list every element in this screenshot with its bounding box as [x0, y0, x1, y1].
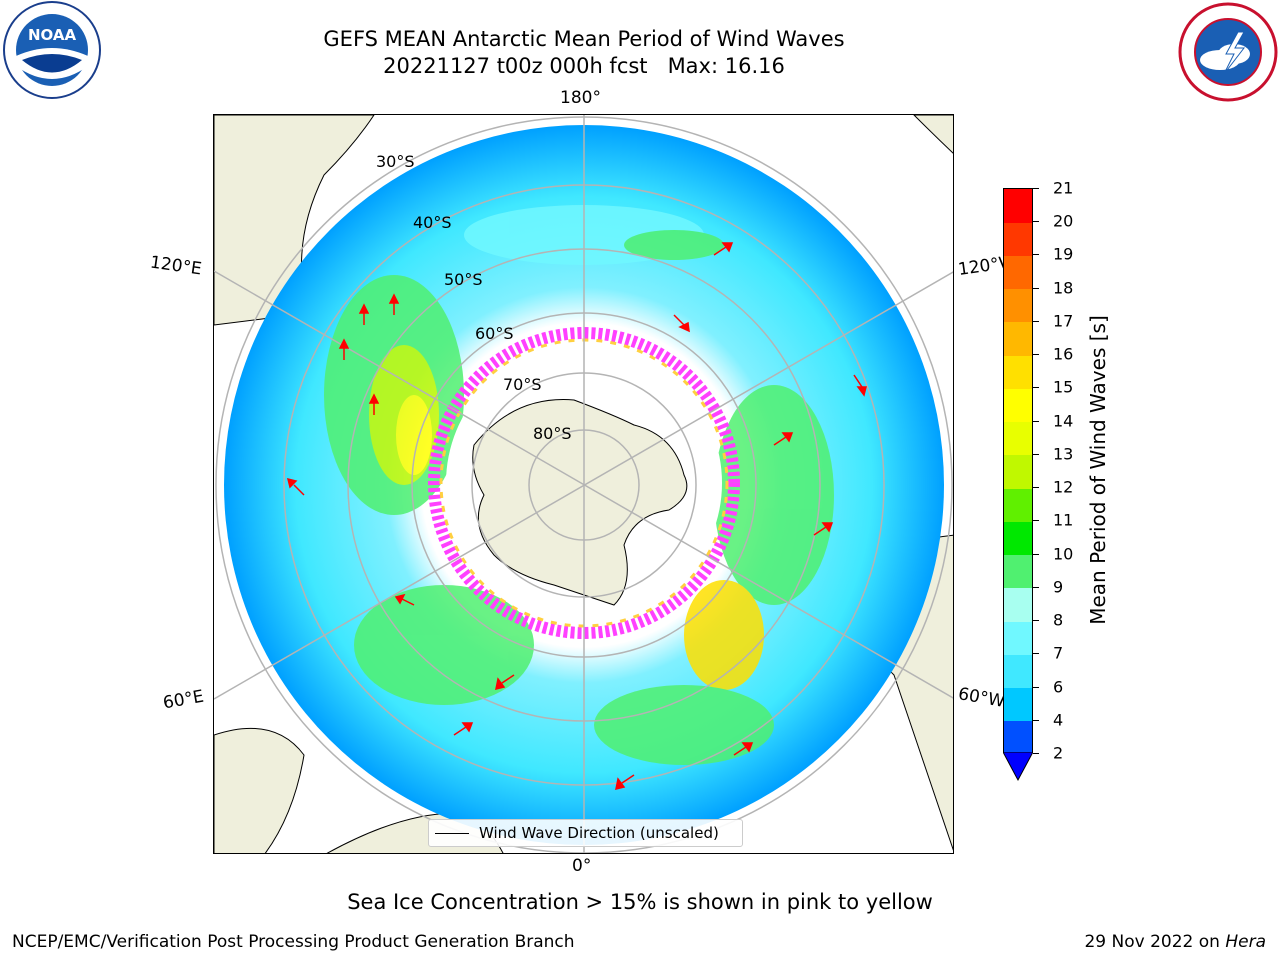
colorbar-segment — [1004, 554, 1032, 589]
colorbar-tick — [1033, 586, 1039, 588]
colorbar-segment — [1004, 321, 1032, 356]
nws-logo-icon — [1178, 2, 1278, 102]
sea-ice-caption: Sea Ice Concentration > 15% is shown in … — [347, 890, 933, 914]
colorbar-tick-label: 14 — [1053, 411, 1074, 431]
colorbar-tick — [1033, 420, 1039, 422]
lon-label-180: 180° — [560, 88, 601, 108]
colorbar-segment — [1004, 355, 1032, 389]
lon-label-60w: 60°W — [956, 684, 1007, 712]
legend-line-swatch — [435, 832, 469, 834]
colorbar-tick — [1033, 520, 1039, 522]
colorbar-segment — [1004, 488, 1032, 522]
noaa-logo-text: NOAA — [28, 26, 77, 44]
colorbar-tick — [1033, 254, 1039, 256]
sea-ice-ring — [428, 327, 740, 639]
lat-label-80s: 80°S — [533, 424, 572, 443]
colorbar-tick-label: 9 — [1053, 577, 1064, 597]
colorbar-segment — [1004, 222, 1032, 256]
colorbar-tick-label: 21 — [1053, 178, 1074, 198]
graticule — [214, 115, 953, 853]
colorbar-tick-label: 15 — [1053, 377, 1074, 397]
colorbar-segment — [1004, 255, 1032, 290]
colorbar-tick — [1033, 221, 1039, 223]
colorbar-tick — [1033, 620, 1039, 622]
land-top-right — [913, 115, 953, 154]
lat-label-70s: 70°S — [503, 375, 542, 394]
footer-date: 29 Nov 2022 on Hera — [1084, 932, 1266, 952]
land-africa — [214, 727, 305, 853]
colorbar-segment — [1004, 654, 1032, 689]
noaa-logo-icon: NOAA — [3, 1, 101, 99]
colorbar-tick-label: 13 — [1053, 444, 1074, 464]
colorbar-tick-label: 10 — [1053, 544, 1074, 564]
colorbar-tick-label: 16 — [1053, 344, 1074, 364]
colorbar-tick-label: 12 — [1053, 477, 1074, 497]
colorbar-segment — [1004, 587, 1032, 622]
colorbar-tick-label: 2 — [1053, 743, 1064, 763]
colorbar-segment — [1004, 621, 1032, 655]
colorbar-tick — [1033, 753, 1039, 754]
footer-system: Hera — [1225, 932, 1266, 952]
title-line-1: GEFS MEAN Antarctic Mean Period of Wind … — [323, 27, 845, 51]
footer-organization: NCEP/EMC/Verification Post Processing Pr… — [12, 932, 575, 952]
colorbar-tick-label: 7 — [1053, 643, 1064, 663]
colorbar-tick — [1033, 653, 1039, 655]
colorbar-segment — [1004, 288, 1032, 323]
colorbar — [1003, 188, 1033, 755]
colorbar-tick — [1033, 387, 1039, 389]
lat-label-60s: 60°S — [475, 324, 514, 343]
colorbar-segment — [1004, 421, 1032, 456]
colorbar-tick-label: 19 — [1053, 244, 1074, 264]
footer-date-text: 29 Nov 2022 on — [1084, 932, 1226, 952]
colorbar-tick — [1033, 553, 1039, 555]
colorbar-tick-label: 6 — [1053, 677, 1064, 697]
lat-label-30s: 30°S — [376, 152, 415, 171]
colorbar-tick — [1033, 487, 1039, 489]
colorbar-segment — [1004, 454, 1032, 489]
polar-map — [213, 114, 954, 854]
title-line-2: 20221127 t00z 000h fcst Max: 16.16 — [383, 54, 785, 78]
colorbar-segment — [1004, 687, 1032, 722]
colorbar-tick — [1033, 320, 1039, 322]
colorbar-tick-label: 8 — [1053, 610, 1064, 630]
lat-label-40s: 40°S — [413, 213, 452, 232]
lat-label-50s: 50°S — [444, 270, 483, 289]
colorbar-tick-label: 20 — [1053, 211, 1074, 231]
lon-label-120e: 120°E — [148, 252, 203, 280]
colorbar-tick-label: 11 — [1053, 510, 1074, 530]
colorbar-tick — [1033, 354, 1039, 356]
colorbar-tick-label: 4 — [1053, 710, 1064, 730]
colorbar-tick — [1033, 287, 1039, 289]
colorbar-tick — [1033, 188, 1039, 189]
colorbar-segment — [1004, 189, 1032, 223]
colorbar-label: Mean Period of Wind Waves [s] — [1086, 315, 1110, 625]
legend-label: Wind Wave Direction (unscaled) — [479, 824, 719, 842]
colorbar-extend-triangle-icon — [1003, 752, 1033, 782]
colorbar-segment — [1004, 720, 1032, 755]
colorbar-tick — [1033, 453, 1039, 455]
chart-title: GEFS MEAN Antarctic Mean Period of Wind … — [284, 26, 884, 80]
lon-label-60e: 60°E — [161, 686, 206, 714]
colorbar-segment — [1004, 388, 1032, 423]
wind-direction-arrows — [286, 242, 867, 791]
map-legend: Wind Wave Direction (unscaled) — [428, 819, 743, 847]
colorbar-tick-label: 17 — [1053, 311, 1074, 331]
colorbar-tick-label: 18 — [1053, 278, 1074, 298]
colorbar-segment — [1004, 521, 1032, 556]
map-canvas — [214, 115, 953, 853]
colorbar-tick — [1033, 719, 1039, 721]
colorbar-tick — [1033, 686, 1039, 688]
lon-label-0: 0° — [572, 856, 592, 876]
